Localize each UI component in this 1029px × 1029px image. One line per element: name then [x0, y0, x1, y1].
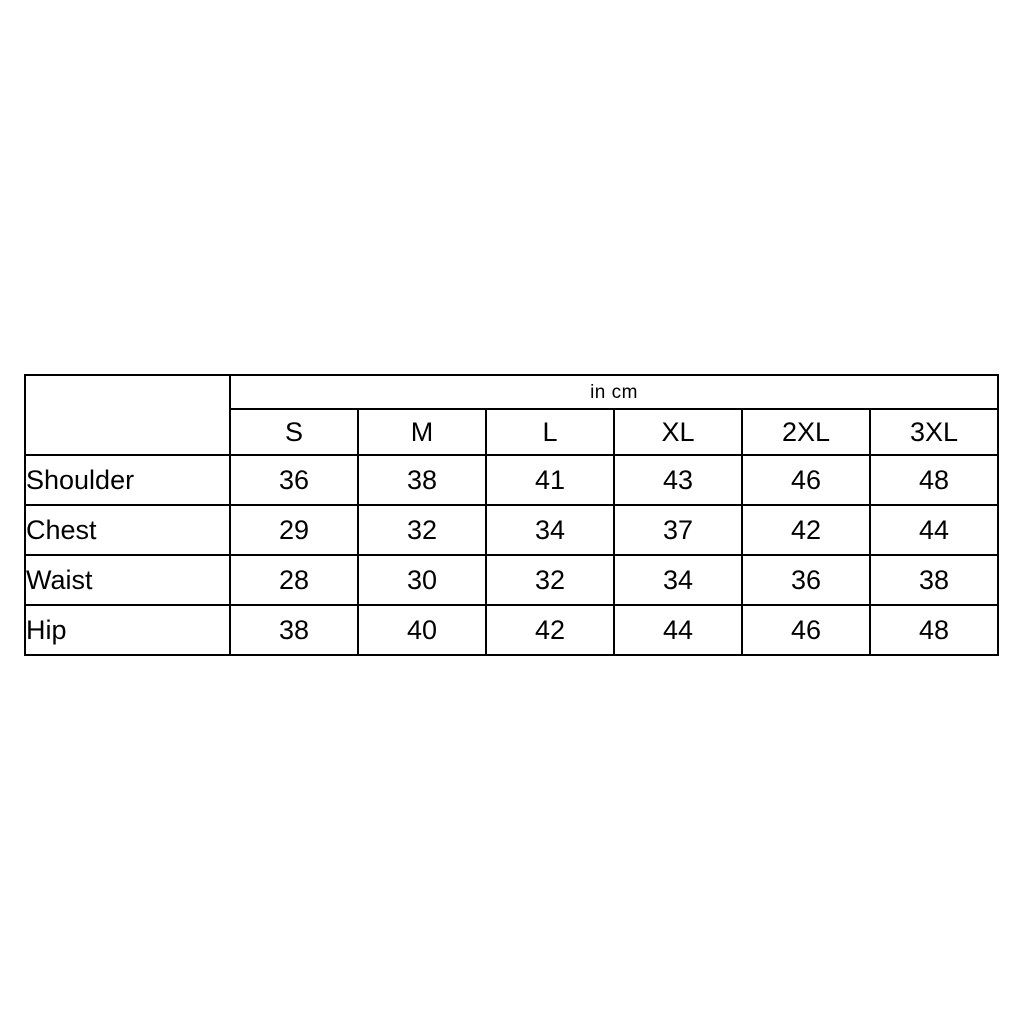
cell-waist-xl: 34: [613, 554, 743, 606]
cell-waist-m: 30: [357, 554, 487, 606]
cell-chest-2xl: 42: [741, 504, 871, 556]
cell-chest-xl: 37: [613, 504, 743, 556]
cell-waist-s: 28: [229, 554, 359, 606]
size-chart-table: in cm S M L XL 2XL 3XL Shoulder 36 38 41…: [24, 374, 1000, 656]
size-header-xl: XL: [613, 408, 743, 456]
cell-chest-m: 32: [357, 504, 487, 556]
cell-waist-2xl: 36: [741, 554, 871, 606]
size-header-s: S: [229, 408, 359, 456]
cell-chest-l: 34: [485, 504, 615, 556]
size-chart-container: in cm S M L XL 2XL 3XL Shoulder 36 38 41…: [24, 374, 1000, 656]
cell-hip-l: 42: [485, 604, 615, 656]
row-label-hip: Hip: [24, 604, 231, 656]
size-header-2xl: 2XL: [741, 408, 871, 456]
cell-shoulder-xl: 43: [613, 454, 743, 506]
unit-label-cell: in cm: [228, 374, 1000, 410]
row-label-waist: Waist: [24, 554, 231, 606]
size-header-row: S M L XL 2XL 3XL: [25, 408, 1000, 456]
row-label-shoulder: Shoulder: [24, 454, 231, 506]
size-header-m: M: [357, 408, 487, 456]
unit-header-row: in cm: [24, 374, 1000, 456]
size-header-l: L: [485, 408, 615, 456]
row-label-chest: Chest: [24, 504, 231, 556]
cell-shoulder-2xl: 46: [741, 454, 871, 506]
cell-hip-xl: 44: [613, 604, 743, 656]
cell-shoulder-m: 38: [357, 454, 487, 506]
cell-waist-l: 32: [485, 554, 615, 606]
cell-shoulder-l: 41: [485, 454, 615, 506]
cell-hip-2xl: 46: [741, 604, 871, 656]
corner-blank-cell: [24, 374, 231, 456]
table-row: Waist 28 30 32 34 36 38: [24, 554, 1000, 606]
table-row: Shoulder 36 38 41 43 46 48: [24, 454, 1000, 506]
cell-shoulder-3xl: 48: [868, 454, 1000, 506]
cell-shoulder-s: 36: [229, 454, 359, 506]
cell-chest-s: 29: [229, 504, 359, 556]
cell-waist-3xl: 38: [868, 554, 1000, 606]
cell-chest-3xl: 44: [868, 504, 1000, 556]
table-row: Hip 38 40 42 44 46 48: [24, 604, 1000, 656]
table-row: Chest 29 32 34 37 42 44: [24, 504, 1000, 556]
cell-hip-3xl: 48: [868, 604, 1000, 656]
size-header-3xl: 3XL: [868, 408, 1000, 456]
cell-hip-s: 38: [229, 604, 359, 656]
cell-hip-m: 40: [357, 604, 487, 656]
